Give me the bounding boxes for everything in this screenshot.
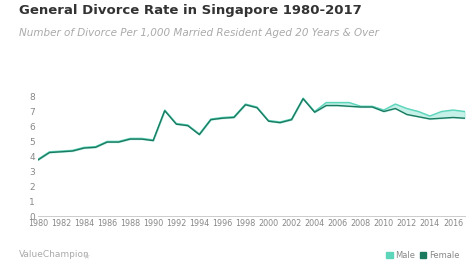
Text: ValueChampion: ValueChampion [19,250,90,259]
Text: Number of Divorce Per 1,000 Married Resident Aged 20 Years & Over: Number of Divorce Per 1,000 Married Resi… [19,28,379,38]
Legend: Male, Female: Male, Female [383,248,463,263]
Text: General Divorce Rate in Singapore 1980-2017: General Divorce Rate in Singapore 1980-2… [19,4,362,17]
Text: ★: ★ [83,252,91,261]
